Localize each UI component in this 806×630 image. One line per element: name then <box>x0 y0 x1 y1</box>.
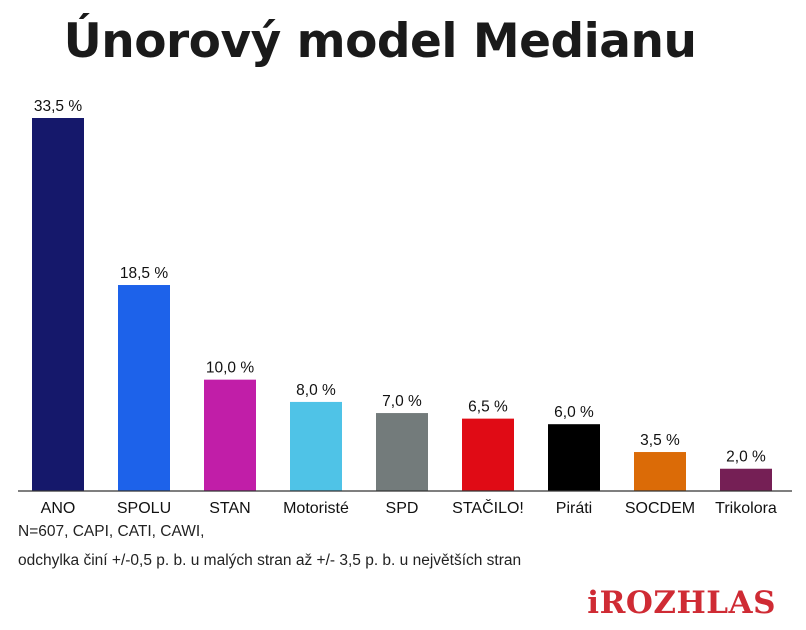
bar <box>32 118 84 491</box>
data-label: 2,0 % <box>726 449 766 466</box>
brand-logo: iROZHLAS <box>587 585 776 621</box>
margin-of-error-note: odchylka činí +/-0,5 p. b. u malých stra… <box>18 552 522 569</box>
category-label: SPOLU <box>117 500 171 517</box>
category-label: SOCDEM <box>625 500 695 517</box>
bar <box>204 379 256 491</box>
category-label: STAN <box>209 500 250 517</box>
chart-title: Únorový model Medianu <box>63 14 697 69</box>
category-label: STAČILO! <box>452 498 524 517</box>
bar <box>118 285 170 491</box>
data-label: 33,5 % <box>34 98 82 115</box>
data-label: 3,5 % <box>640 432 680 449</box>
sample-note: N=607, CAPI, CATI, CAWI, <box>18 523 205 540</box>
bar <box>376 413 428 491</box>
data-label: 6,0 % <box>554 404 594 421</box>
bar <box>634 452 686 491</box>
data-label: 6,5 % <box>468 399 508 416</box>
bar <box>290 401 342 491</box>
data-label: 7,0 % <box>382 393 422 410</box>
bar <box>548 424 600 491</box>
bar <box>462 418 514 491</box>
category-label: ANO <box>41 500 76 517</box>
category-label: Motoristé <box>283 500 349 517</box>
data-label: 10,0 % <box>206 360 254 377</box>
category-label: SPD <box>386 500 419 517</box>
category-label: Trikolora <box>715 500 777 517</box>
data-label: 18,5 % <box>120 265 168 282</box>
bar <box>720 468 772 491</box>
data-label: 8,0 % <box>296 382 336 399</box>
category-label: Piráti <box>556 500 592 517</box>
